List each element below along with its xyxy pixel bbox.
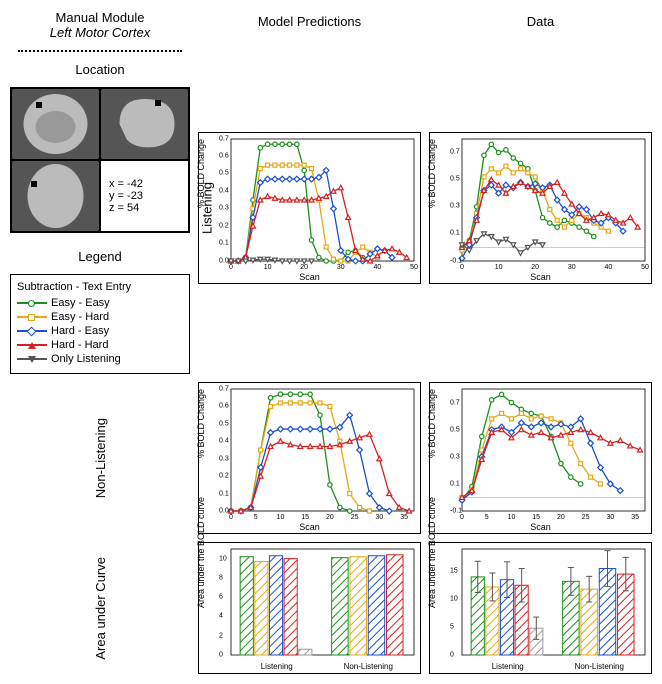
legend-box: Subtraction - Text Entry Easy - Easy Easy… [10, 274, 190, 374]
legend-item: Easy - Easy [17, 297, 183, 309]
col-header-data: Data [429, 10, 652, 124]
legend-item: Hard - Hard [17, 339, 183, 351]
brain-axial [12, 161, 99, 231]
legend-label: Hard - Hard [51, 339, 108, 351]
coord-z: z = 54 [109, 202, 188, 214]
roi-marker [36, 102, 42, 108]
row-label-nonlistening: Non-Listening [93, 418, 108, 498]
brain-coronal [12, 89, 99, 159]
chart-pred-nonlistening: % BOLD ChangeScan0.00.10.20.30.40.50.60.… [198, 382, 421, 534]
bars-pred: Area under the BOLD curve0246810Listenin… [198, 542, 421, 674]
legend-title: Legend [10, 249, 190, 264]
module-subtitle: Left Motor Cortex [10, 25, 190, 40]
chart-pred-listening: % BOLD ChangeScanListening0.00.10.20.30.… [198, 132, 421, 284]
coords: x = -42 y = -23 z = 54 [101, 161, 188, 231]
legend-label: Hard - Easy [51, 325, 109, 337]
coord-x: x = -42 [109, 178, 188, 190]
module-title-box: Manual Module Left Motor Cortex [10, 10, 190, 40]
figure-container: Manual Module Left Motor Cortex Location… [10, 10, 652, 674]
legend-item: Only Listening [17, 353, 183, 365]
left-panel: Manual Module Left Motor Cortex Location… [10, 10, 190, 374]
row-label-auc: Area under Curve [93, 557, 108, 660]
legend-item: Easy - Hard [17, 311, 183, 323]
legend-label: Easy - Hard [51, 311, 109, 323]
coord-y: y = -23 [109, 190, 188, 202]
chart-data-listening: % BOLD ChangeScan-0.10.10.30.50.70102030… [429, 132, 652, 284]
brain-slices: x = -42 y = -23 z = 54 [10, 87, 190, 233]
roi-marker [155, 100, 161, 106]
location-label: Location [10, 62, 190, 77]
legend-label: Easy - Easy [51, 297, 110, 309]
module-title: Manual Module [10, 10, 190, 25]
roi-marker [31, 181, 37, 187]
chart-data-nonlistening: % BOLD ChangeScan-0.10.10.30.50.70510152… [429, 382, 652, 534]
divider [18, 50, 182, 52]
legend-header: Subtraction - Text Entry [17, 281, 183, 293]
legend-label: Only Listening [51, 353, 121, 365]
bars-data: Area under the BOLD curve051015Listening… [429, 542, 652, 674]
legend-item: Hard - Easy [17, 325, 183, 337]
col-header-pred: Model Predictions [198, 10, 421, 124]
brain-sagittal [101, 89, 188, 159]
